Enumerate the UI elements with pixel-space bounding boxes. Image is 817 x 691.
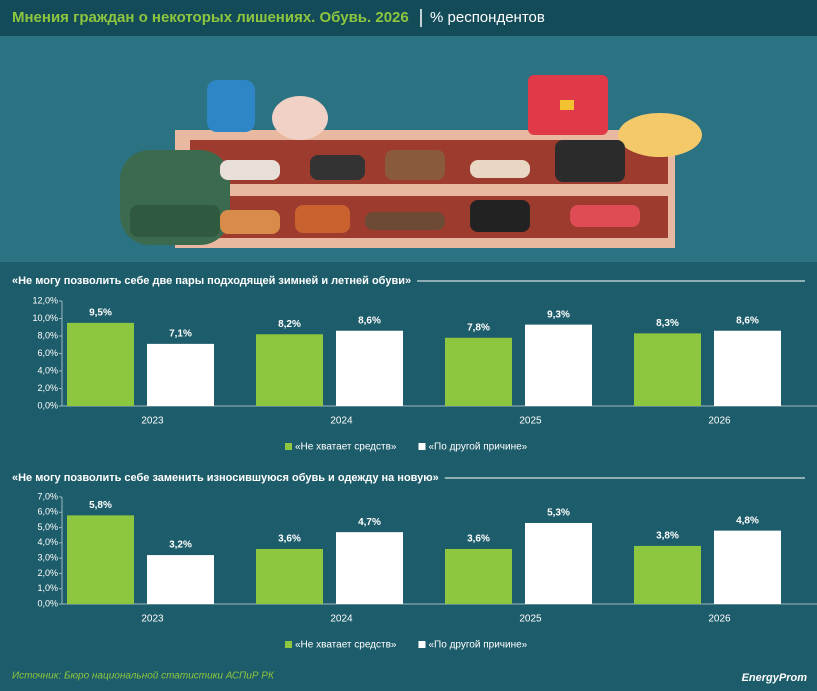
bar (336, 330, 403, 406)
header-title: Мнения граждан о некоторых лишениях. Обу… (12, 9, 409, 26)
x-tick-label: 2023 (141, 416, 164, 427)
y-tick-label: 10,0% (32, 313, 58, 323)
x-tick-label: 2025 (519, 416, 542, 427)
bar (634, 545, 701, 604)
x-tick-label: 2025 (519, 614, 542, 625)
legend-label: «По другой причине» (428, 640, 527, 651)
data-label: 4,8% (736, 515, 759, 526)
bar (67, 515, 134, 604)
bar (445, 337, 512, 406)
illustration (0, 36, 817, 262)
y-tick-label: 3,0% (37, 553, 58, 563)
legend-swatch (285, 443, 292, 450)
x-tick-label: 2024 (330, 614, 353, 625)
legend-swatch (285, 641, 292, 648)
data-label: 3,2% (169, 540, 192, 551)
bar (445, 548, 512, 604)
legend-label: «По другой причине» (428, 442, 527, 453)
data-label: 7,8% (467, 322, 490, 333)
data-label: 3,6% (278, 534, 301, 545)
logo: EnergyProm (742, 672, 808, 684)
bar (714, 330, 781, 406)
data-label: 3,6% (467, 534, 490, 545)
y-tick-label: 8,0% (37, 330, 58, 340)
y-tick-label: 5,0% (37, 522, 58, 532)
y-tick-label: 7,0% (37, 491, 58, 501)
data-label: 9,5% (89, 308, 112, 319)
y-tick-label: 12,0% (32, 295, 58, 305)
bar (147, 555, 214, 604)
bar (634, 333, 701, 406)
data-label: 8,6% (736, 315, 759, 326)
legend-label: «Не хватает средств» (295, 640, 397, 651)
source: Источник: Бюро национальной статистики А… (12, 671, 275, 682)
legend-label: «Не хватает средств» (295, 442, 397, 453)
x-tick-label: 2026 (708, 614, 731, 625)
y-tick-label: 1,0% (37, 583, 58, 593)
bar (67, 322, 134, 406)
bar (525, 324, 592, 406)
data-label: 5,3% (547, 508, 570, 519)
legend-swatch (418, 443, 426, 450)
header-subtitle: % респондентов (430, 9, 545, 26)
data-label: 4,7% (358, 517, 381, 528)
x-tick-label: 2024 (330, 416, 353, 427)
y-tick-label: 4,0% (37, 537, 58, 547)
chart-title: «Не могу позволить себе две пары подходя… (12, 275, 411, 287)
data-label: 8,6% (358, 315, 381, 326)
data-label: 8,2% (278, 319, 301, 330)
header-bar (0, 0, 817, 36)
data-label: 7,1% (169, 329, 192, 340)
bar (256, 334, 323, 406)
bar (147, 343, 214, 406)
bar (336, 532, 403, 604)
y-tick-label: 4,0% (37, 365, 58, 375)
bar (714, 530, 781, 604)
data-label: 5,8% (89, 500, 112, 511)
legend-swatch (418, 641, 426, 648)
data-label: 8,3% (656, 318, 679, 329)
data-label: 9,3% (547, 309, 570, 320)
y-tick-label: 6,0% (37, 348, 58, 358)
bar (525, 522, 592, 604)
bar (256, 548, 323, 604)
y-tick-label: 0,0% (37, 598, 58, 608)
y-tick-label: 2,0% (37, 568, 58, 578)
x-tick-label: 2026 (708, 416, 731, 427)
data-label: 3,8% (656, 531, 679, 542)
y-tick-label: 2,0% (37, 383, 58, 393)
chart-title: «Не могу позволить себе заменить износив… (12, 472, 439, 484)
y-tick-label: 6,0% (37, 507, 58, 517)
y-tick-label: 0,0% (37, 400, 58, 410)
x-tick-label: 2023 (141, 614, 164, 625)
